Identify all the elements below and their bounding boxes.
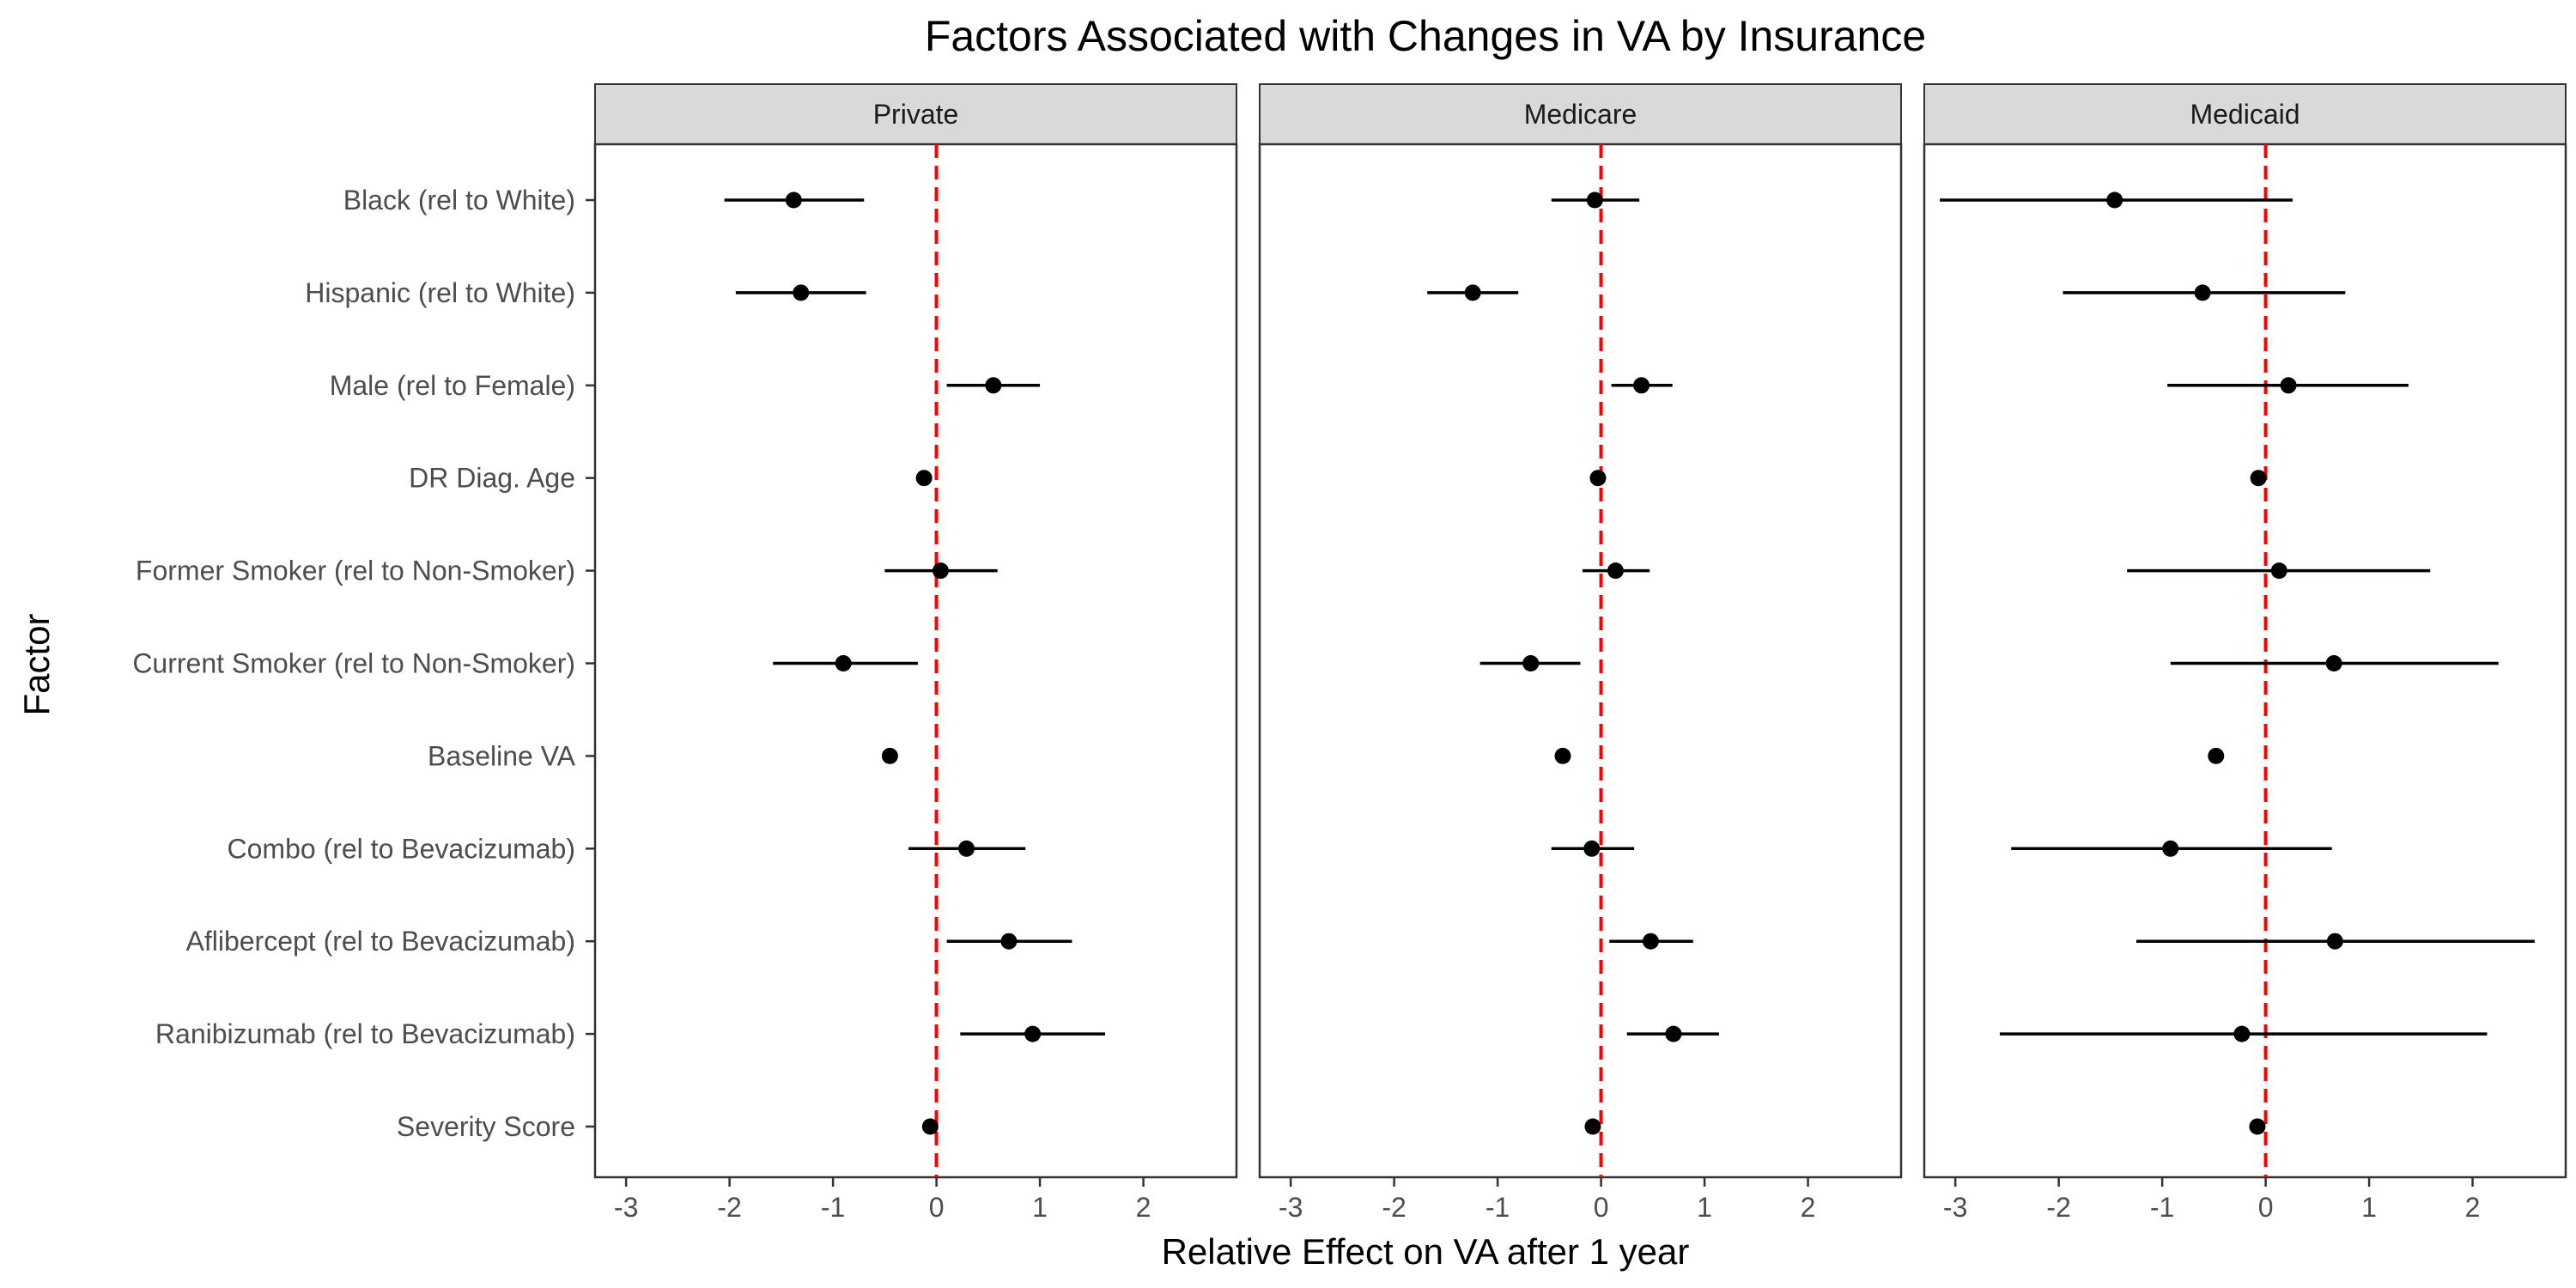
estimate-point xyxy=(2162,840,2179,857)
x-tick-label: 2 xyxy=(1801,1192,1816,1223)
estimate-point xyxy=(1642,933,1659,950)
estimate-point xyxy=(1586,191,1603,209)
estimate-point xyxy=(2194,284,2211,301)
strip-label: Medicaid xyxy=(2190,99,2300,130)
panel-border xyxy=(1258,143,1903,1179)
estimate-point xyxy=(2280,377,2297,394)
y-tick-label: Aflibercept (rel to Bevacizumab) xyxy=(185,926,575,957)
estimate-point xyxy=(2208,747,2225,764)
strip-background xyxy=(594,83,1237,145)
estimate-point xyxy=(1000,933,1018,950)
estimate-point xyxy=(2325,655,2342,671)
y-tick-label: Ranibizumab (rel to Bevacizumab) xyxy=(155,1018,575,1049)
y-tick-label: Male (rel to Female) xyxy=(330,370,575,401)
estimate-point xyxy=(1024,1025,1042,1042)
estimate-point xyxy=(915,470,933,487)
estimate-point xyxy=(1665,1025,1682,1042)
x-tick-label: 1 xyxy=(2361,1192,2377,1223)
x-tick-label: 2 xyxy=(1136,1192,1151,1223)
x-tick-label: 1 xyxy=(1032,1192,1048,1223)
estimate-point xyxy=(2250,470,2267,487)
chart-title: Factors Associated with Changes in VA by… xyxy=(925,12,1926,60)
estimate-point xyxy=(1607,562,1624,580)
x-tick-label: 0 xyxy=(2258,1192,2274,1223)
strip-background xyxy=(1923,83,2567,145)
estimate-point xyxy=(2326,933,2343,950)
y-tick-label: Black (rel to White) xyxy=(343,185,575,216)
estimate-point xyxy=(1633,377,1650,394)
estimate-point xyxy=(2249,1118,2266,1135)
panel-medicaid: Medicaid -3 -2 -1 0 1 2 xyxy=(1923,83,2567,1223)
estimate-point xyxy=(2233,1025,2251,1042)
estimate-point xyxy=(1589,470,1607,487)
strip-background xyxy=(1259,83,1902,145)
x-tick-label: -1 xyxy=(821,1192,845,1223)
y-tick-label: Combo (rel to Bevacizumab) xyxy=(228,833,575,864)
x-tick-label: -2 xyxy=(2046,1192,2070,1223)
x-tick-label: 1 xyxy=(1697,1192,1712,1223)
y-tick-label: Former Smoker (rel to Non-Smoker) xyxy=(136,556,575,586)
estimate-point xyxy=(958,840,975,857)
panel-medicare: Medicare -3 -2 -1 0 1 2 xyxy=(1258,83,1903,1223)
y-tick-label: DR Diag. Age xyxy=(409,463,575,494)
y-tick-label: Hispanic (rel to White) xyxy=(305,277,575,308)
estimate-point xyxy=(835,655,852,671)
x-tick-label: -2 xyxy=(1382,1192,1406,1223)
estimate-point xyxy=(921,1118,939,1135)
y-tick-label: Severity Score xyxy=(397,1111,575,1142)
panel-private: Private -3 -2 -1 0 1 2 xyxy=(593,83,1238,1223)
estimate-point xyxy=(793,284,810,301)
estimate-point xyxy=(785,191,802,209)
estimate-point xyxy=(2270,562,2287,580)
x-tick-label: -3 xyxy=(614,1192,638,1223)
estimate-point xyxy=(2106,191,2123,209)
estimate-point xyxy=(985,377,1002,394)
y-axis-title: Factor xyxy=(16,613,57,715)
estimate-point xyxy=(881,747,898,764)
y-tick-label: Current Smoker (rel to Non-Smoker) xyxy=(132,648,575,679)
panel-border xyxy=(593,143,1238,1179)
estimate-point xyxy=(1583,840,1601,857)
panel-border xyxy=(1923,143,2567,1179)
x-tick-label: -1 xyxy=(2150,1192,2174,1223)
x-axis-title: Relative Effect on VA after 1 year xyxy=(1162,1231,1690,1272)
y-axis-categories: Black (rel to White) Hispanic (rel to Whi… xyxy=(132,185,595,1142)
x-tick-label: -2 xyxy=(717,1192,741,1223)
y-tick-label: Baseline VA xyxy=(428,740,576,771)
x-tick-label: -3 xyxy=(1279,1192,1303,1223)
x-tick-label: 2 xyxy=(2465,1192,2481,1223)
strip-label: Private xyxy=(873,99,959,130)
estimate-point xyxy=(1554,747,1571,764)
strip-label: Medicare xyxy=(1524,99,1637,130)
estimate-point xyxy=(932,562,949,580)
x-tick-label: 0 xyxy=(1594,1192,1609,1223)
estimate-point xyxy=(1522,655,1540,671)
estimate-point xyxy=(1464,284,1481,301)
x-tick-label: -1 xyxy=(1485,1192,1510,1223)
x-tick-label: -3 xyxy=(1943,1192,1967,1223)
x-tick-label: 0 xyxy=(929,1192,945,1223)
estimate-point xyxy=(1584,1118,1601,1135)
